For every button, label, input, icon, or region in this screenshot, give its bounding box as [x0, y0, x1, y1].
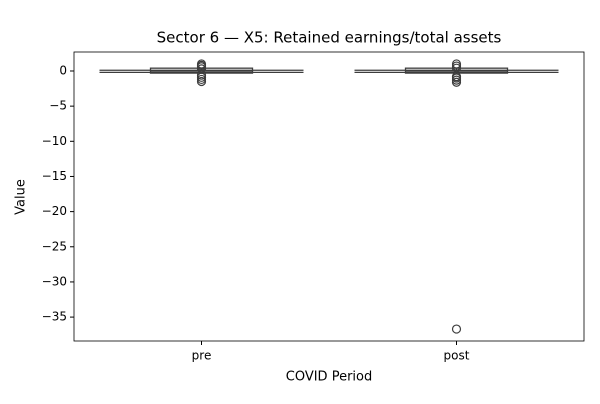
y-axis-label: Value	[14, 179, 29, 215]
outlier	[451, 77, 462, 87]
y-tick-label: −15	[42, 169, 67, 183]
x-tick-label: post	[444, 349, 470, 363]
y-tick-label: −25	[42, 239, 67, 253]
x-axis-label: COVID Period	[286, 370, 373, 385]
y-tick-label: 0	[59, 63, 67, 77]
y-tick-label: −35	[42, 310, 67, 324]
outlier	[196, 76, 207, 87]
plot-frame	[73, 51, 585, 342]
y-tick-label: −30	[42, 274, 67, 288]
outlier	[451, 324, 462, 334]
chart-title: Sector 6 — X5: Retained earnings/total a…	[157, 29, 502, 47]
y-tick-label: −10	[42, 134, 67, 148]
y-tick-label: −20	[42, 204, 67, 218]
x-tick-label: pre	[192, 349, 212, 363]
y-tick-label: −5	[49, 99, 67, 113]
